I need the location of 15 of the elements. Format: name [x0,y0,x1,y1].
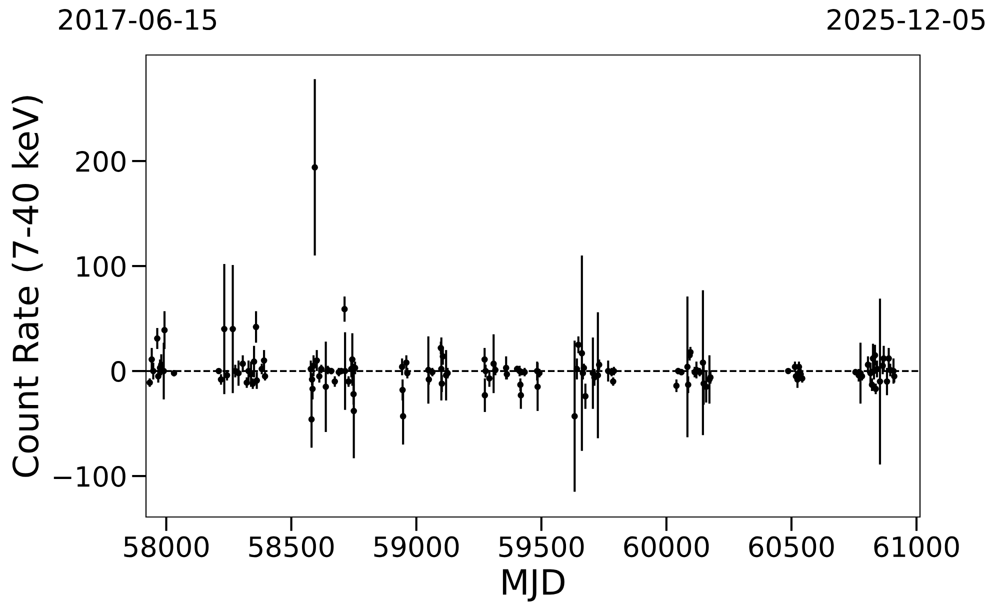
x-tick-label: 60000 [624,536,709,558]
y-tick-label: 0 [111,360,126,382]
x-axis-title: MJD [502,569,564,602]
x-tick-label: 58500 [249,536,334,558]
y-tick-label: 200 [76,150,126,172]
x-tick-label: 59000 [374,536,459,558]
text: 2017-06-15 [59,9,216,30]
x-tick-label: 61000 [874,536,959,558]
text: 2025-12-05 [828,9,985,30]
y-tick-label: −100 [54,466,126,487]
x-tick-label: 60500 [749,536,834,558]
y-axis-title: Count Rate (7-40 keV) [12,96,43,477]
y-tick-label: 100 [77,256,126,277]
x-tick-label: 59500 [499,536,584,558]
x-tick-label: 58000 [124,536,209,558]
